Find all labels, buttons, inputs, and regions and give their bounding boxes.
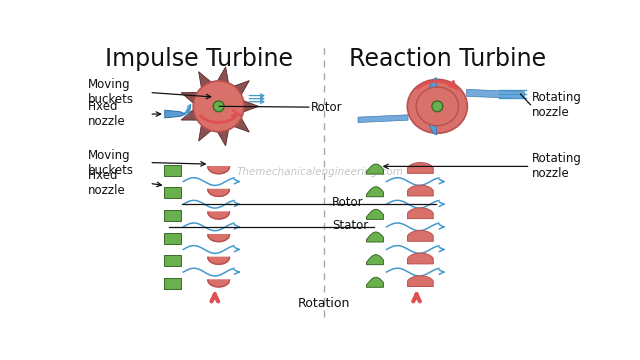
Polygon shape	[358, 115, 408, 122]
Polygon shape	[408, 185, 433, 196]
Text: Moving
buckets: Moving buckets	[88, 78, 134, 107]
Polygon shape	[408, 253, 433, 264]
Bar	[164, 233, 181, 244]
Polygon shape	[208, 235, 230, 242]
Text: Fixed
nozzle: Fixed nozzle	[88, 169, 125, 197]
Polygon shape	[208, 257, 230, 264]
Text: Moving
buckets: Moving buckets	[88, 149, 134, 176]
Polygon shape	[367, 164, 383, 174]
Circle shape	[193, 81, 244, 132]
Polygon shape	[467, 89, 524, 99]
Polygon shape	[428, 78, 436, 135]
Bar	[164, 210, 181, 221]
Polygon shape	[408, 230, 433, 241]
Polygon shape	[208, 212, 230, 219]
Polygon shape	[217, 67, 228, 84]
Text: Impulse Turbine: Impulse Turbine	[104, 47, 292, 71]
Polygon shape	[243, 100, 259, 112]
Polygon shape	[198, 72, 212, 89]
Polygon shape	[208, 280, 230, 287]
Circle shape	[432, 101, 443, 112]
Polygon shape	[367, 187, 383, 197]
Circle shape	[213, 101, 224, 112]
Polygon shape	[198, 124, 212, 141]
Polygon shape	[233, 81, 250, 95]
Polygon shape	[181, 93, 198, 104]
Polygon shape	[208, 167, 230, 174]
Polygon shape	[181, 109, 198, 120]
Bar	[164, 188, 181, 198]
Polygon shape	[367, 277, 383, 287]
Text: Rotor: Rotor	[311, 100, 342, 114]
Polygon shape	[233, 117, 250, 132]
Polygon shape	[367, 210, 383, 219]
Ellipse shape	[416, 87, 458, 126]
Text: Rotation: Rotation	[298, 297, 350, 310]
Text: Rotor: Rotor	[332, 196, 364, 209]
Polygon shape	[367, 255, 383, 265]
Text: Fixed
nozzle: Fixed nozzle	[88, 100, 125, 128]
Bar	[164, 165, 181, 176]
Text: Stator: Stator	[332, 219, 368, 232]
Bar	[164, 255, 181, 266]
Text: Rotating
nozzle: Rotating nozzle	[532, 152, 582, 180]
Polygon shape	[164, 110, 186, 118]
Polygon shape	[367, 232, 383, 242]
Polygon shape	[408, 208, 433, 219]
Text: Rotating
nozzle: Rotating nozzle	[532, 91, 582, 119]
Polygon shape	[217, 129, 228, 146]
Polygon shape	[408, 276, 433, 287]
Polygon shape	[208, 189, 230, 196]
Ellipse shape	[407, 80, 467, 133]
Polygon shape	[408, 163, 433, 173]
Text: Reaction Turbine: Reaction Turbine	[349, 47, 546, 71]
Text: Themechanicalengineering.com: Themechanicalengineering.com	[237, 167, 404, 177]
Bar	[164, 278, 181, 289]
